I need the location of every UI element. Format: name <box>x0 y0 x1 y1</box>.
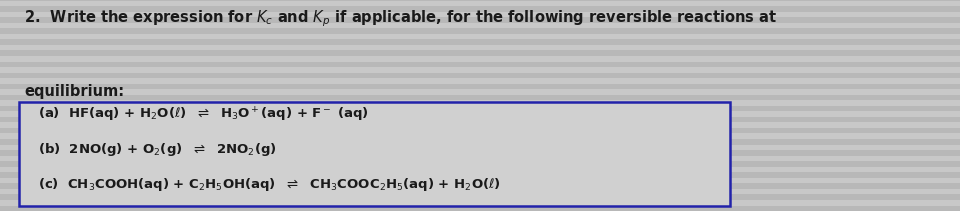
Bar <box>0 172 960 178</box>
Text: equilibrium:: equilibrium: <box>24 84 124 99</box>
Bar <box>0 106 960 111</box>
Text: (b)  2NO(g) + O$_2$(g)  $\rightleftharpoons$  2NO$_2$(g): (b) 2NO(g) + O$_2$(g) $\rightleftharpoon… <box>38 141 277 158</box>
Bar <box>0 195 960 200</box>
Bar <box>0 161 960 167</box>
Bar <box>0 183 960 189</box>
Bar <box>0 61 960 67</box>
Bar <box>0 150 960 156</box>
Bar <box>0 50 960 56</box>
Text: 2.  Write the expression for $K_c$ and $K_p$ if applicable, for the following re: 2. Write the expression for $K_c$ and $K… <box>24 8 777 29</box>
Bar <box>0 128 960 133</box>
Bar <box>0 206 960 211</box>
Bar <box>0 39 960 45</box>
Bar <box>0 117 960 122</box>
Bar <box>0 28 960 34</box>
Bar <box>0 84 960 89</box>
Bar <box>0 6 960 12</box>
Bar <box>0 95 960 100</box>
Bar <box>0 139 960 145</box>
Text: (a)  HF(aq) + H$_2$O($\ell$)  $\rightleftharpoons$  H$_3$O$^+$(aq) + F$^-$ (aq): (a) HF(aq) + H$_2$O($\ell$) $\rightlefth… <box>38 106 370 124</box>
Bar <box>0 73 960 78</box>
Bar <box>0 17 960 23</box>
FancyBboxPatch shape <box>19 102 730 206</box>
Text: (c)  CH$_3$COOH(aq) + C$_2$H$_5$OH(aq)  $\rightleftharpoons$  CH$_3$COOC$_2$H$_5: (c) CH$_3$COOH(aq) + C$_2$H$_5$OH(aq) $\… <box>38 176 501 193</box>
